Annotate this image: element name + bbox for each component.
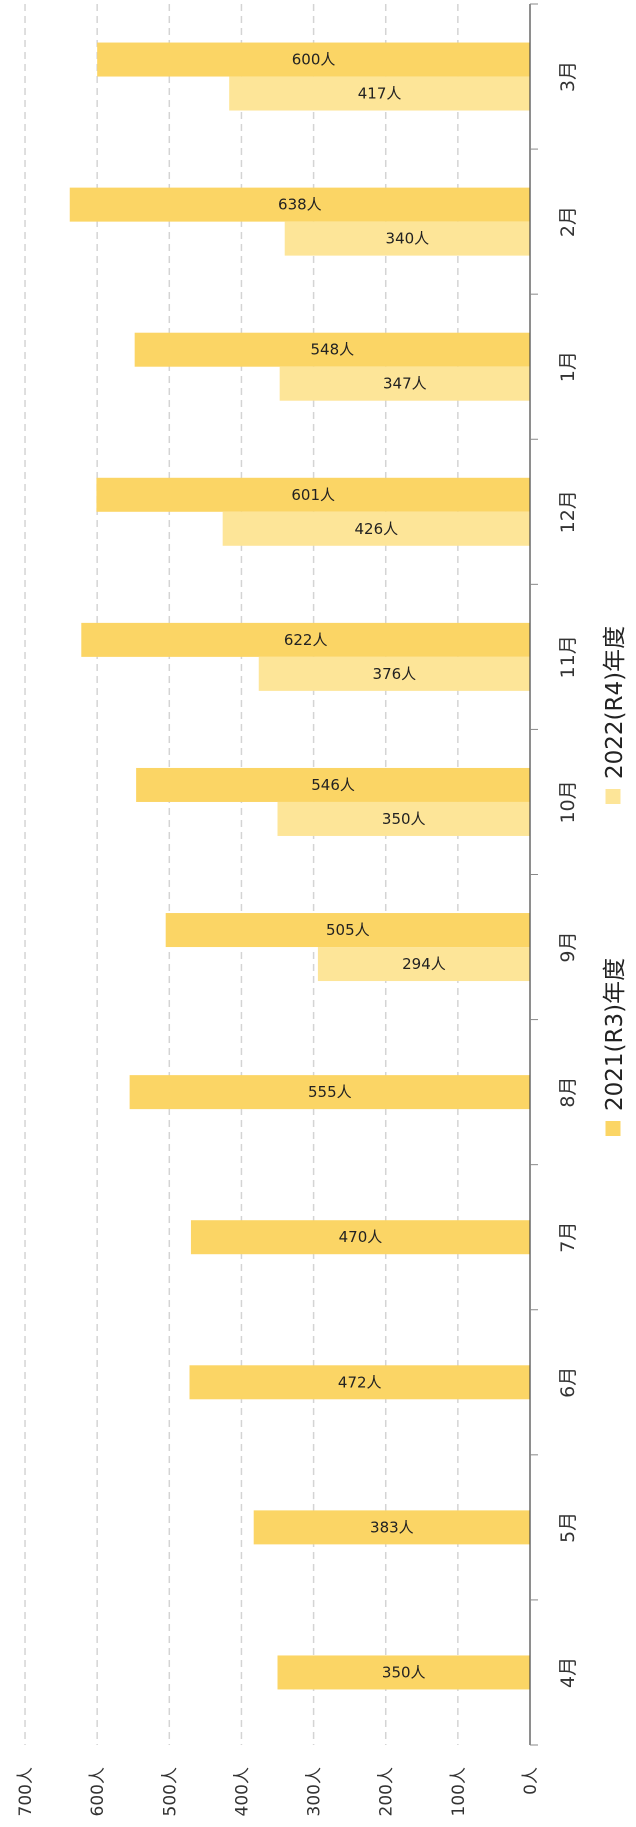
bar-2021 [69,187,531,222]
data-label-2021: 555人 [308,1083,352,1101]
data-label-2021: 548人 [311,341,355,359]
bar-2021 [253,1510,530,1545]
category-label: 4月 [557,1657,579,1688]
bar-2021 [134,332,531,367]
legend-label: 2022(R4)年度 [602,626,628,779]
category-label: 12月 [557,490,579,533]
bar-2021 [96,477,530,512]
value-tick-label: 700人 [16,1767,36,1816]
data-label-2022: 426人 [355,520,399,538]
bar-2021 [190,1220,530,1255]
value-tick-label: 0人 [521,1767,541,1795]
legend-swatch [605,1121,621,1136]
category-label: 3月 [557,61,579,92]
bar-2022 [222,511,530,546]
category-label: 5月 [557,1512,579,1543]
data-label-2022: 417人 [358,85,402,103]
legend: 2021(R3)年度 2022(R4)年度 [602,626,628,1136]
bar-2022 [258,656,530,691]
data-label-2021: 470人 [339,1228,383,1246]
category-label: 11月 [557,635,579,678]
bar-2022 [229,76,530,111]
data-label-2022: 294人 [402,955,446,973]
category-label: 6月 [557,1367,579,1398]
gridlines [24,4,459,1745]
bar-2022 [317,947,530,982]
bar-2022 [284,221,530,256]
category-label: 8月 [557,1077,579,1108]
legend-swatch [605,789,621,804]
data-label-2022: 376人 [373,665,417,683]
data-label-2021: 622人 [284,631,328,649]
data-label-2021: 505人 [326,921,370,939]
axes: 0人 100人 200人 300人 400人 500人 600人 700人 4月 5月 6月 7月 8月… [16,3,579,1816]
data-label-2021: 600人 [292,51,336,69]
data-label-2021: 472人 [338,1373,382,1391]
category-label: 10月 [557,780,579,823]
data-label-2022: 350人 [382,810,426,828]
data-label-2021: 638人 [278,196,322,214]
value-tick-label: 600人 [88,1767,108,1816]
data-label-2022: 340人 [386,230,430,248]
bar-2021 [189,1365,530,1400]
data-label-2022: 347人 [383,375,427,393]
legend-label: 2021(R3)年度 [602,958,628,1111]
bar-2021 [165,913,530,948]
data-label-2021: 383人 [370,1518,414,1536]
value-tick-label: 200人 [377,1767,397,1816]
bar-2021 [277,1655,530,1690]
bar-2021 [129,1075,531,1110]
category-label: 7月 [557,1222,579,1253]
category-label: 9月 [557,931,579,962]
data-label-2021: 601人 [291,486,335,504]
value-tick-label: 100人 [449,1767,469,1816]
bar-2021 [81,622,531,657]
data-label-2021: 546人 [311,776,355,794]
data-label-2021: 350人 [382,1663,426,1681]
bar-2021 [97,42,530,77]
bars [69,42,531,1690]
category-label: 2月 [557,206,579,237]
value-tick-label: 400人 [232,1767,252,1816]
value-tick-label: 300人 [305,1767,325,1816]
category-label: 1月 [557,351,579,382]
value-tick-label: 500人 [160,1767,180,1816]
bar-2022 [277,801,530,836]
data-labels: 350人 383人 472人 470人 555人 505人 294人 546人 350人 622人… [278,51,446,1682]
bar-2022 [279,366,530,401]
bar-2021 [136,767,530,802]
